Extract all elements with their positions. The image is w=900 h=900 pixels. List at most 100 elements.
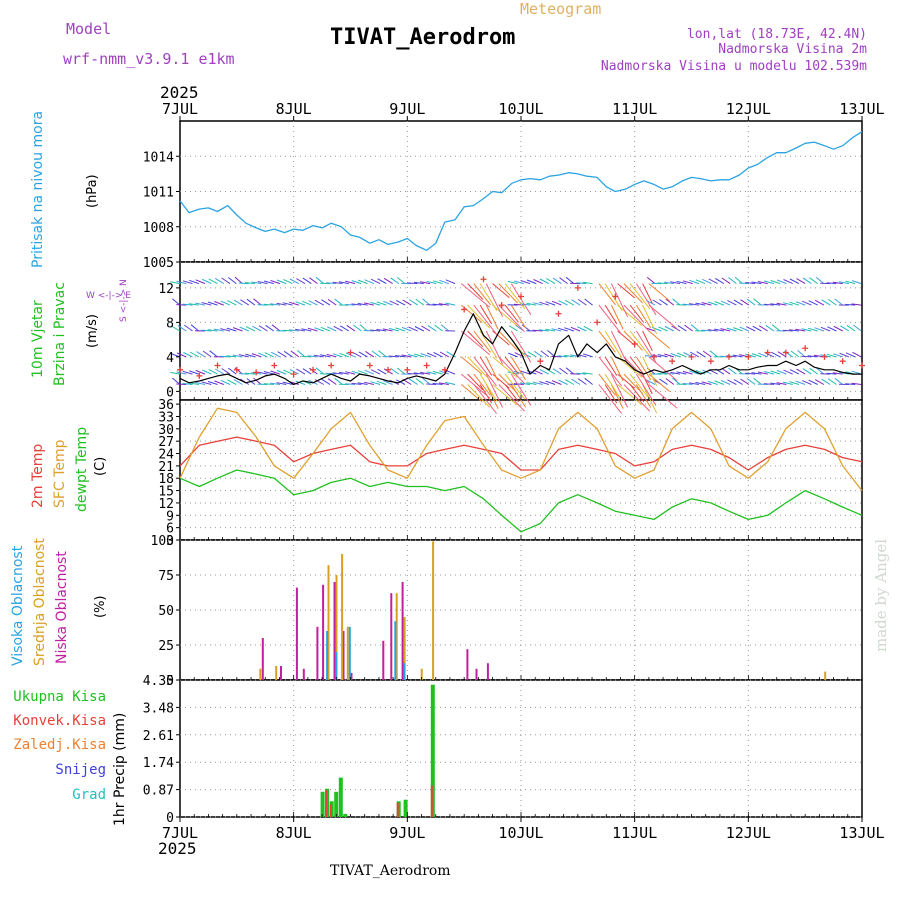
wind-barb [635, 373, 657, 406]
wind-barb [565, 367, 575, 375]
wind-barb [276, 382, 287, 385]
wind-barb [672, 298, 681, 306]
cloud-low-bar [280, 666, 282, 680]
wind-barb [290, 350, 300, 358]
wind-barb [559, 277, 568, 285]
wind-barb [189, 351, 200, 358]
wind-barb [648, 384, 678, 409]
wind-barb [195, 279, 206, 285]
wind-barb [413, 281, 424, 285]
wind-barb [510, 384, 527, 408]
footer-station: TIVAT_Aerodrom [330, 863, 451, 879]
wind-gust-marker [839, 358, 846, 365]
wind-barb [228, 367, 237, 375]
wind-barb [426, 304, 437, 306]
wind-gust-marker [859, 362, 865, 369]
wind-barb [395, 355, 406, 358]
wind-barb [363, 381, 374, 385]
wind-gust-marker [821, 353, 828, 360]
wind-barb [346, 324, 356, 332]
wind-barb [629, 384, 645, 403]
wind-barb [707, 380, 718, 385]
wind-barb [728, 367, 737, 375]
wind-barb [545, 301, 556, 306]
wind-barb [460, 283, 491, 308]
wind-barb [252, 325, 262, 332]
ytick-label: 30 [158, 423, 174, 438]
wind-barb [832, 281, 843, 285]
wind-barb [770, 280, 781, 285]
wind-barb [189, 370, 199, 375]
wind-barb [445, 302, 456, 306]
ytick-label: 50 [158, 604, 174, 619]
wind-barb [320, 354, 331, 358]
wind-barb [539, 381, 549, 385]
wind-barb [221, 368, 231, 375]
wind-barb [545, 328, 556, 332]
wind-barb [432, 370, 443, 375]
wind-barb [445, 279, 456, 285]
wind-barb [201, 381, 212, 385]
wind-barb [820, 354, 831, 358]
wind-barb [467, 330, 484, 348]
wind-ylabel-1: 10m Vjetar [30, 300, 46, 378]
wind-barb [833, 353, 843, 358]
cloud-high-bar [326, 631, 329, 680]
wind-barb [498, 384, 525, 412]
wind-barb [314, 379, 325, 385]
wind-barb [296, 368, 306, 375]
wind-barb [809, 367, 818, 375]
wind-barb [701, 381, 712, 385]
wind-barb [345, 371, 356, 375]
wind-barb [783, 279, 793, 285]
wind-barb [389, 300, 400, 306]
wind-barb [420, 281, 431, 285]
pressure-line [179, 131, 863, 251]
wind-barb [432, 303, 443, 306]
wind-barb [776, 279, 787, 285]
wind-barb [182, 382, 193, 385]
wind-barb [648, 356, 678, 382]
wind-barb [402, 299, 412, 306]
wind-barb [645, 327, 656, 332]
wind-barb [409, 299, 418, 306]
ytick-label: 100 [151, 534, 174, 549]
wind-barb [201, 302, 212, 306]
wind-barb [682, 382, 693, 385]
wind-barb [739, 326, 750, 332]
wind-barb [439, 279, 449, 285]
wind-barb [551, 300, 562, 306]
wind-barb [677, 325, 687, 332]
wind-barb [326, 326, 337, 332]
wind-barb [738, 282, 749, 285]
wind-barb [770, 382, 781, 385]
wind-barb [598, 304, 622, 335]
wind-barb [783, 369, 793, 375]
lonlat-label: lon,lat (18.73E, 42.4N) [687, 27, 867, 42]
wind-barb [282, 381, 293, 385]
ytick-label: 1005 [143, 256, 174, 271]
wind-barb [789, 278, 800, 285]
wind-barb [263, 303, 274, 306]
wind-barb [753, 377, 762, 385]
legend-frozen-rain: Zaledj.Kisa [13, 737, 106, 753]
wind-gust-marker [631, 340, 638, 347]
wind-barb [467, 304, 491, 329]
wind-barb [702, 278, 712, 285]
wind-barb [508, 352, 518, 358]
cloud-mid-bar [335, 575, 338, 680]
cloud-ylabel-3: Niska Oblacnost [54, 551, 70, 664]
wind-barb [539, 278, 550, 285]
wind-barb [370, 278, 381, 285]
wind-barb [577, 326, 587, 332]
ytick-label: 3.48 [143, 701, 174, 716]
wind-barb [695, 302, 706, 306]
wind-barb [807, 327, 818, 332]
wind-barb [220, 328, 231, 332]
wind-barb [445, 369, 456, 375]
wind-barb [726, 327, 737, 332]
ytick-label: 1014 [143, 150, 174, 165]
wind-barb [826, 353, 837, 358]
wind-barb [498, 283, 518, 304]
wind-barb [427, 325, 437, 332]
